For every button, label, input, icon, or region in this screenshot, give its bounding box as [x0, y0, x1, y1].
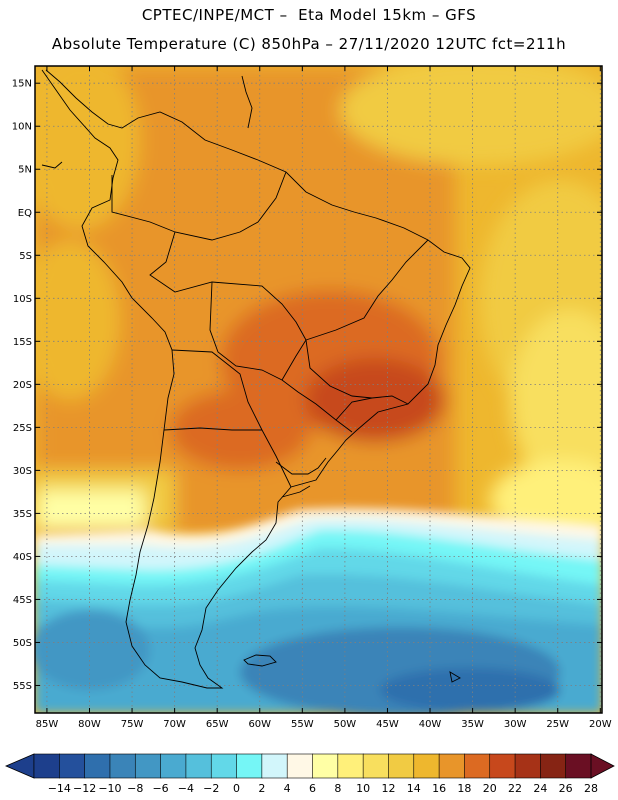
- colorbar-swatch: [337, 753, 364, 779]
- lon-tick-label: 55W: [291, 719, 314, 730]
- lon-tick-label: 30W: [504, 719, 527, 730]
- colorbar-swatch: [413, 753, 440, 779]
- colorbar-label: 20: [483, 782, 497, 795]
- colorbar-swatch: [84, 753, 111, 779]
- colorbar-label: 4: [284, 782, 291, 795]
- lat-tick-label: 40S: [13, 552, 32, 563]
- colorbar-swatch: [59, 753, 86, 779]
- colorbar-label: 28: [584, 782, 598, 795]
- lon-tick-label: 45W: [376, 719, 399, 730]
- longitude-axis: 85W 80W 75W 70W 65W 60W 55W 50W 45W 40W 35W 30W 25W 2…: [36, 66, 612, 730]
- colorbar-swatch: [286, 753, 314, 779]
- colorbar-label: 16: [432, 782, 446, 795]
- colorbar-label: 26: [559, 782, 573, 795]
- lon-tick-label: 20W: [589, 719, 612, 730]
- colorbar-swatch: [261, 753, 288, 779]
- colorbar-swatch: [514, 753, 542, 779]
- colorbar-swatch: [109, 753, 136, 779]
- lat-tick-label: 10N: [12, 122, 32, 133]
- graticule: [35, 66, 602, 713]
- colorbar-swatch: [362, 753, 390, 779]
- lat-tick-label: 5S: [19, 251, 32, 262]
- colorbar-label: 0: [233, 782, 240, 795]
- colorbar-label: 6: [309, 782, 316, 795]
- lat-tick-label: 25S: [13, 423, 32, 434]
- colorbar-swatch: [489, 753, 516, 779]
- colorbar-label: 14: [407, 782, 421, 795]
- temperature-colorbar: −14 −12 −10 −8 −6 −4 −2 0 2 4 6 8 10 12 14 16 18 20 22 24 26…: [4, 753, 615, 795]
- colorbar-label: 10: [356, 782, 370, 795]
- lat-tick-label: 10S: [13, 294, 32, 305]
- latitude-axis: 15N 10N 5N EQ 5S 10S 15S 20S 25S 30S 35S 40S 45S 50S 5…: [12, 79, 602, 692]
- map-title-line1: CPTEC/INPE/MCT – Eta Model 15km – GFS: [141, 6, 477, 24]
- colorbar-swatch: [210, 753, 238, 779]
- colorbar-swatch: [312, 753, 339, 779]
- colorbar-swatch: [33, 753, 61, 779]
- colorbar-swatch: [134, 753, 162, 779]
- lat-tick-label: 30S: [13, 466, 32, 477]
- lon-tick-label: 75W: [121, 719, 144, 730]
- colorbar-swatch: [438, 753, 466, 779]
- colorbar-label: −14: [48, 782, 71, 795]
- colorbar-swatch: [160, 753, 187, 779]
- colorbar-swatch: [565, 753, 592, 779]
- lat-tick-label: 50S: [13, 638, 32, 649]
- lon-tick-label: 60W: [248, 719, 271, 730]
- colorbar-label: −6: [152, 782, 168, 795]
- colorbar-label: 12: [381, 782, 395, 795]
- lon-tick-label: 50W: [334, 719, 357, 730]
- lat-tick-label: 15N: [12, 79, 32, 90]
- lon-tick-label: 65W: [206, 719, 229, 730]
- colorbar-label: 18: [457, 782, 471, 795]
- coastlines-and-borders: [41, 69, 471, 689]
- lat-tick-label: 35S: [13, 509, 32, 520]
- colorbar-left-arrow: [4, 753, 35, 779]
- colorbar-label: −12: [73, 782, 96, 795]
- colorbar-swatch: [185, 753, 212, 779]
- lon-tick-label: 40W: [419, 719, 442, 730]
- colorbar-label: −2: [203, 782, 219, 795]
- colorbar-swatch: [236, 753, 263, 779]
- lat-tick-label: 45S: [13, 595, 32, 606]
- colorbar-label: −4: [178, 782, 194, 795]
- map-title-line2: Absolute Temperature (C) 850hPa – 27/11/…: [51, 35, 567, 53]
- temperature-field: [35, 66, 602, 713]
- lon-tick-label: 70W: [163, 719, 186, 730]
- colorbar-label: −10: [98, 782, 121, 795]
- colorbar-swatch: [388, 753, 415, 779]
- colorbar-label: 8: [334, 782, 341, 795]
- colorbar-right-arrow: [590, 753, 615, 779]
- lat-tick-label: 5N: [18, 165, 32, 176]
- colorbar-swatch: [540, 753, 567, 779]
- lat-tick-label: 55S: [13, 681, 32, 692]
- lat-tick-label: 15S: [13, 337, 32, 348]
- colorbar-label: −8: [127, 782, 143, 795]
- colorbar-label: 24: [533, 782, 547, 795]
- lon-tick-label: 35W: [461, 719, 484, 730]
- lon-tick-label: 25W: [546, 719, 569, 730]
- colorbar-swatch: [464, 753, 491, 779]
- colorbar-label: 22: [508, 782, 522, 795]
- lon-tick-label: 85W: [36, 719, 59, 730]
- lat-tick-label: 20S: [13, 380, 32, 391]
- map-frame: [34, 65, 603, 714]
- lat-tick-label: EQ: [18, 208, 32, 219]
- lon-tick-label: 80W: [78, 719, 101, 730]
- colorbar-label: 2: [258, 782, 265, 795]
